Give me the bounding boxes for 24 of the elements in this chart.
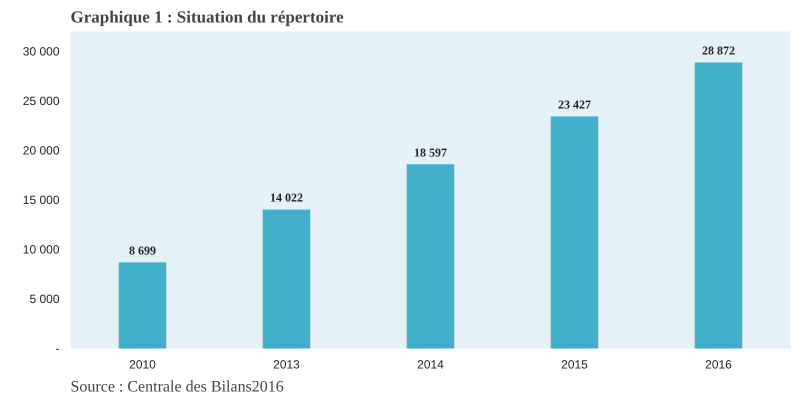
data-label: 23 427	[558, 97, 591, 112]
x-tick-label: 2016	[705, 358, 732, 372]
y-tick-label: 5 000	[29, 292, 60, 306]
data-label: 28 872	[702, 43, 735, 58]
y-tick-label: -	[56, 342, 60, 356]
bar	[118, 262, 166, 348]
x-tick-label: 2013	[273, 358, 300, 372]
data-label: 14 022	[270, 190, 303, 205]
x-tick-label: 2014	[417, 358, 444, 372]
x-tick-label: 2015	[561, 358, 588, 372]
bar	[550, 116, 598, 348]
x-tick-label: 2010	[129, 358, 156, 372]
y-tick-label: 20 000	[22, 143, 60, 158]
y-tick-label: 25 000	[22, 94, 60, 108]
y-tick-label: 10 000	[22, 242, 60, 256]
bar	[262, 210, 310, 348]
bar	[694, 62, 742, 348]
bar	[406, 164, 454, 348]
chart-title: Graphique 1 : Situation du répertoire	[70, 8, 344, 26]
data-label: 8 699	[129, 243, 156, 258]
y-tick-label: 15 000	[22, 192, 60, 207]
y-tick-label: 30 000	[22, 44, 60, 58]
data-label: 18 597	[414, 145, 447, 160]
source-note: Source : Centrale des Bilans2016	[70, 378, 284, 396]
